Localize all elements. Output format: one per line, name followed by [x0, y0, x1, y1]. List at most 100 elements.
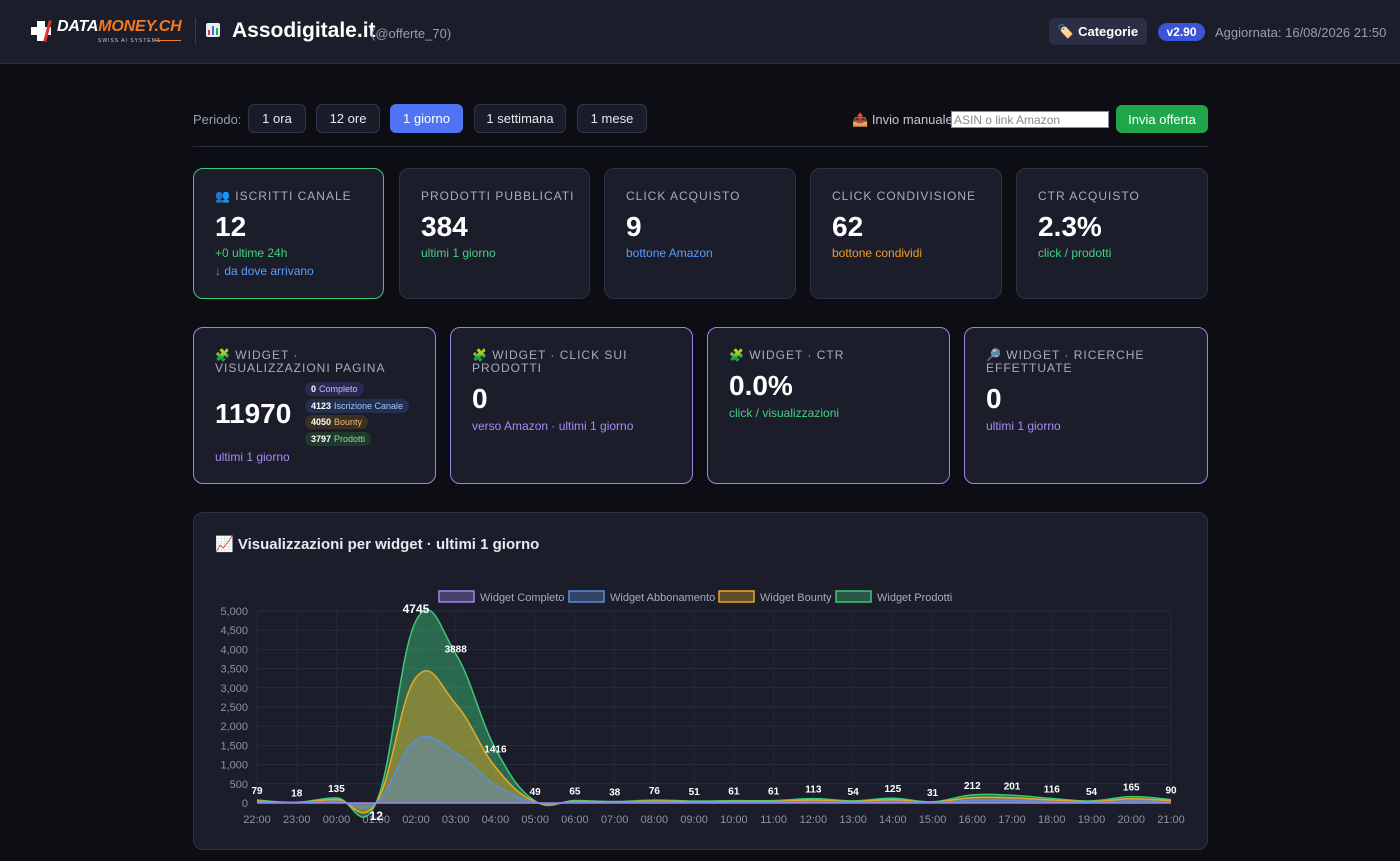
period-1d-button[interactable]: 1 giorno	[390, 104, 463, 133]
x-tick-label: 19:00	[1078, 814, 1106, 826]
stat-value: 2.3%	[1038, 211, 1102, 242]
stat-card-share-clicks: Click condivisione 62 bottone condividi	[810, 168, 1002, 299]
tag-icon: 🏷️	[1057, 23, 1075, 39]
period-1w-button[interactable]: 1 settimana	[474, 104, 566, 133]
y-tick-label: 1,000	[220, 760, 248, 772]
logo-wordmark: DATAMONEY.CH	[57, 18, 182, 35]
stat-label: CTR acquisto	[1038, 189, 1140, 203]
legend-label: Widget Abbonamento	[610, 592, 715, 604]
stat-label: Click condivisione	[832, 189, 977, 203]
widget-views-chart: 0 500 1,000 1,500 2,000 2,500 3,000 3,500 4,000 4…	[220, 590, 1185, 826]
stat-label: Prodotti pubblicati	[421, 189, 575, 203]
data-label: 201	[1004, 781, 1021, 792]
widget-abbonamento-area	[257, 736, 1171, 808]
stat-card-ctr: CTR acquisto 2.3% click / prodotti	[1016, 168, 1208, 299]
data-label: 135	[328, 784, 345, 795]
stat-value: 62	[832, 211, 864, 242]
subscribers-source-link[interactable]: ↓ da dove arrivano	[215, 264, 314, 278]
x-tick-label: 09:00	[680, 814, 708, 826]
data-label: 18	[291, 788, 303, 799]
send-offer-button[interactable]: Invia offerta	[1116, 105, 1208, 133]
legend-label: Widget Prodotti	[877, 592, 952, 604]
y-tick-label: 3,500	[220, 664, 248, 676]
data-label: 31	[927, 788, 939, 799]
stat-sub: click / prodotti	[1038, 246, 1112, 260]
data-label: 49	[530, 787, 542, 798]
widget-prodotti-area	[257, 609, 1171, 818]
widget-card-ctr: 🧩 Widget · CTR 0.0% click / visualizzazi…	[707, 327, 950, 484]
logo-tagline: SWISS AI SYSTEMS	[98, 38, 162, 44]
data-label: 61	[728, 787, 740, 798]
users-icon: 👥	[215, 189, 231, 203]
data-label: 90	[1165, 786, 1177, 797]
widget-value: 0	[986, 383, 1002, 414]
last-updated: Aggiornata: 16/08/2026 21:50	[1215, 25, 1387, 40]
outbox-icon: 📤	[852, 112, 869, 127]
x-tick-label: 11:00	[760, 814, 787, 826]
breakdown-completo: 0 Completo	[305, 382, 364, 396]
magnifier-icon: 🔎	[986, 348, 1002, 362]
widget-card-pageviews: 🧩 Widget · visualizzazioni pagina 11970 …	[193, 327, 436, 484]
x-tick-label: 02:00	[402, 814, 430, 826]
page-title: Assodigitale.it	[232, 19, 376, 42]
data-label: 212	[964, 781, 981, 792]
puzzle-icon: 🧩	[472, 348, 488, 362]
data-label: 76	[649, 786, 661, 797]
widget-sub: ultimi 1 giorno	[215, 450, 290, 464]
data-label: 165	[1123, 783, 1140, 794]
data-label: 38	[609, 788, 621, 799]
legend-label: Widget Completo	[480, 592, 564, 604]
x-tick-label: 07:00	[601, 814, 629, 826]
bar-chart-icon	[206, 23, 220, 37]
x-tick-label: 12:00	[800, 814, 828, 826]
logo-underline	[155, 40, 181, 41]
y-tick-label: 3,000	[220, 683, 248, 695]
x-tick-label: 22:00	[243, 814, 271, 826]
stat-sub: +0 ultime 24h	[215, 246, 288, 260]
datamoney-logo[interactable]: DATAMONEY.CH SWISS AI SYSTEMS	[30, 17, 185, 47]
x-tick-label: 13:00	[839, 814, 867, 826]
data-label: 125	[884, 784, 901, 795]
y-tick-label: 500	[230, 779, 248, 791]
data-label: 54	[1086, 787, 1098, 798]
stat-label: 👥 Iscritti canale	[215, 189, 352, 203]
x-tick-label: 01:00	[362, 814, 390, 826]
stat-card-products: Prodotti pubblicati 384 ultimi 1 giorno	[399, 168, 590, 299]
data-label: 4745	[403, 602, 430, 616]
period-label: Periodo:	[193, 112, 242, 127]
y-tick-label: 2,000	[220, 721, 248, 733]
legend-swatch	[438, 590, 475, 603]
period-1h-button[interactable]: 1 ora	[248, 104, 306, 133]
categories-button[interactable]: 🏷️ Categorie	[1049, 18, 1147, 45]
widget-label: 🧩 Widget · visualizzazioni pagina	[215, 348, 386, 375]
asin-input[interactable]	[951, 111, 1109, 128]
x-tick-label: 16:00	[959, 814, 987, 826]
widget-sub: verso Amazon · ultimi 1 giorno	[472, 419, 634, 433]
data-label: 3888	[445, 645, 468, 656]
x-tick-label: 05:00	[521, 814, 549, 826]
widget-card-searches: 🔎 Widget · ricerche effettuate 0 ultimi …	[964, 327, 1208, 484]
data-label: 116	[1044, 785, 1061, 796]
period-1m-button[interactable]: 1 mese	[577, 104, 647, 133]
data-label: 12	[370, 809, 384, 823]
breakdown-iscrizione: 4123 Iscrizione Canale	[305, 399, 410, 413]
channel-handle: (@offerte_70)	[371, 26, 452, 41]
stat-card-purchase-clicks: Click acquisto 9 bottone Amazon	[604, 168, 796, 299]
y-tick-label: 5,000	[220, 606, 248, 618]
x-tick-label: 04:00	[482, 814, 510, 826]
data-label: 54	[848, 787, 860, 798]
widget-value: 11970	[215, 398, 292, 429]
data-label: 51	[689, 787, 701, 798]
stat-value: 12	[215, 211, 247, 242]
data-label: 61	[768, 787, 780, 798]
data-label: 1416	[484, 745, 507, 756]
x-tick-label: 17:00	[998, 814, 1026, 826]
x-tick-label: 08:00	[641, 814, 669, 826]
widget-sub: ultimi 1 giorno	[986, 419, 1061, 433]
stat-card-subscribers[interactable]: 👥 Iscritti canale 12 +0 ultime 24h ↓ da …	[193, 168, 384, 299]
x-tick-label: 14:00	[879, 814, 907, 826]
widget-value: 0	[472, 383, 488, 414]
period-12h-button[interactable]: 12 ore	[316, 104, 380, 133]
widget-label: 🧩 Widget · CTR	[729, 348, 845, 362]
version-badge: v2.90	[1158, 23, 1205, 41]
